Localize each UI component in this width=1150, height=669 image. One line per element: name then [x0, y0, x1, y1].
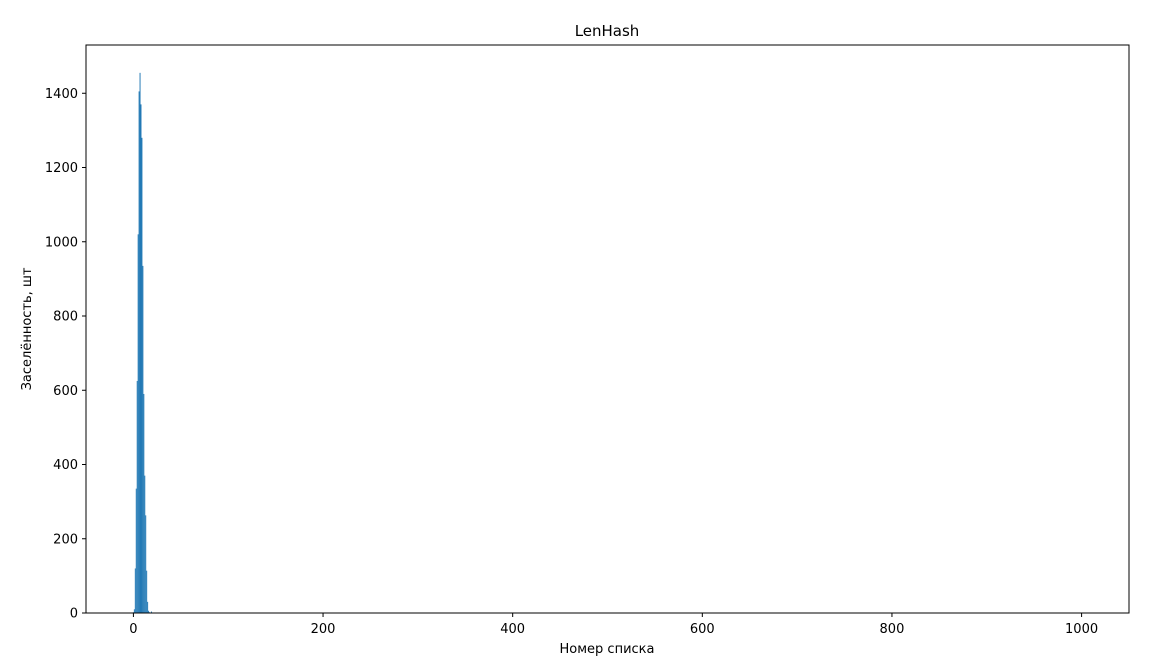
bar — [138, 91, 140, 613]
y-tick-label: 0 — [70, 607, 78, 622]
x-tick-label: 800 — [880, 622, 905, 637]
bar — [148, 610, 150, 613]
chart-title: LenHash — [575, 22, 640, 40]
x-tick-label: 0 — [129, 622, 137, 637]
bar — [134, 568, 136, 613]
x-axis-label: Номер списка — [560, 642, 655, 657]
bar — [144, 475, 146, 613]
y-tick-label: 400 — [53, 458, 78, 473]
bar — [141, 137, 143, 613]
y-tick-label: 600 — [53, 384, 78, 399]
bar — [147, 601, 149, 613]
y-axis-ticks: 0 200 400 600 800 1000 1200 1400 — [45, 87, 86, 622]
bar — [136, 380, 138, 613]
bar — [135, 488, 137, 613]
y-tick-label: 1400 — [45, 87, 78, 102]
x-tick-label: 400 — [500, 622, 525, 637]
y-tick-label: 1000 — [45, 235, 78, 250]
y-tick-label: 200 — [53, 532, 78, 547]
bar — [140, 104, 142, 614]
bar — [137, 234, 139, 613]
y-tick-label: 800 — [53, 310, 78, 325]
x-tick-label: 600 — [690, 622, 715, 637]
x-tick-label: 1000 — [1065, 622, 1098, 637]
plot-frame — [85, 44, 1130, 614]
x-axis-ticks: 0 200 400 600 800 1000 — [129, 613, 1098, 637]
bar — [143, 393, 145, 613]
bar — [150, 611, 152, 613]
bar — [133, 609, 135, 613]
y-axis-label: Заселённость, шт — [20, 267, 35, 390]
bars-group — [132, 72, 153, 614]
bar — [139, 72, 141, 614]
y-tick-label: 1200 — [45, 161, 78, 176]
bar — [146, 570, 148, 613]
bar — [142, 265, 144, 613]
bar — [145, 515, 147, 613]
x-tick-label: 200 — [311, 622, 336, 637]
